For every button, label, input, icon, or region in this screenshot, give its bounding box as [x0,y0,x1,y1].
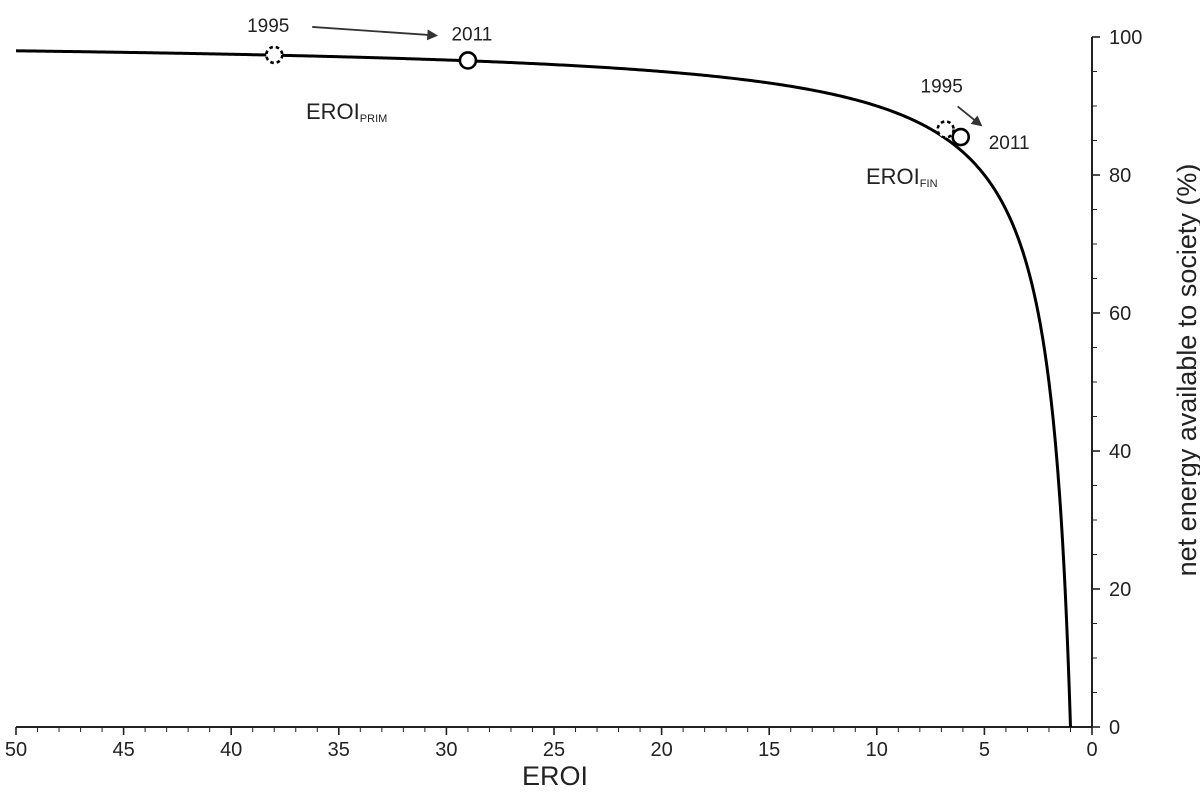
x-tick-label: 30 [435,739,457,761]
y-tick-label: 60 [1109,303,1131,325]
x-axis-title: EROI [522,761,588,791]
series-label-fin-sub: FIN [920,178,938,190]
y-tick-label: 40 [1109,441,1131,463]
arrow-fin [957,105,983,127]
y-axis-ticks: 0 20 40 60 80 100 [1092,27,1142,739]
y-tick-label: 100 [1109,27,1142,49]
annotation-label: 2011 [451,24,492,45]
x-tick-label: 20 [650,739,672,761]
series-label-prim: EROIPRIM [306,99,387,125]
x-tick-label: 45 [112,739,134,761]
series-label-prim-main: EROI [306,99,360,124]
y-tick-label: 0 [1109,717,1120,739]
series-line [15,49,1072,728]
x-tick-label: 10 [866,739,888,761]
y-tick-label: 80 [1109,165,1131,187]
data-point-1995-fin [936,120,955,139]
annotation-label: 2011 [989,133,1030,154]
annotation-layer: 1995 2011 1995 2011 [247,16,1029,154]
x-tick-label: 25 [543,739,565,761]
data-point-2011-fin [951,127,971,147]
marker-layer [264,45,971,147]
x-tick-label: 0 [1086,739,1097,761]
x-axis-ticks: 50 45 40 35 30 25 20 15 10 5 0 [5,727,1098,761]
series-label-fin-main: EROI [866,164,920,189]
x-tick-label: 50 [5,739,27,761]
annotation-label: 1995 [247,16,289,37]
y-tick-label: 20 [1109,579,1131,601]
axes [16,37,1093,728]
x-tick-label: 35 [328,739,350,761]
curve-layer [15,49,1072,728]
series-label-fin: EROIFIN [866,164,938,190]
x-tick-label: 5 [979,739,990,761]
data-point-1995-prim [264,45,284,65]
series-label-prim-sub: PRIM [360,113,388,125]
arrow-prim [312,26,439,41]
annotation-label: 1995 [921,76,963,97]
x-tick-label: 15 [758,739,780,761]
data-point-2011-prim [458,51,478,70]
x-tick-label: 40 [220,739,242,761]
y-axis-title: net energy available to society (%) [1172,164,1200,577]
